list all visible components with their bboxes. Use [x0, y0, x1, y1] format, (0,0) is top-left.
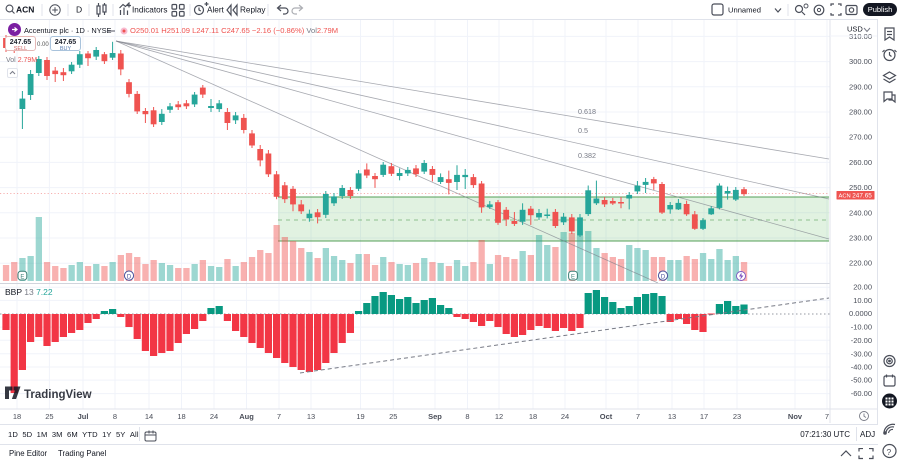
svg-text:24: 24	[210, 412, 218, 421]
svg-text:300.00: 300.00	[849, 57, 872, 66]
svg-text:Replay: Replay	[240, 6, 266, 15]
svg-text:-40.00: -40.00	[851, 363, 872, 372]
svg-text:Nov: Nov	[788, 412, 803, 421]
svg-text:Alert: Alert	[207, 6, 225, 15]
svg-text:0.382: 0.382	[578, 151, 596, 160]
svg-text:14: 14	[145, 412, 153, 421]
svg-text:TradingView: TradingView	[24, 389, 92, 401]
svg-text:25: 25	[389, 412, 397, 421]
svg-text:ACN: ACN	[839, 194, 851, 200]
svg-text:19: 19	[356, 412, 364, 421]
svg-text:8: 8	[113, 412, 117, 421]
svg-text:-10.00: -10.00	[851, 323, 872, 332]
svg-text:Jul: Jul	[78, 412, 89, 421]
svg-text:220.00: 220.00	[849, 259, 872, 268]
svg-text:18: 18	[529, 412, 537, 421]
svg-text:D: D	[127, 274, 132, 280]
svg-text:10.00: 10.00	[853, 296, 872, 305]
svg-text:D: D	[661, 274, 666, 280]
svg-text:-60.00: -60.00	[851, 389, 872, 398]
svg-text:7: 7	[636, 412, 640, 421]
svg-text:8: 8	[465, 412, 469, 421]
svg-text:?: ?	[887, 447, 892, 457]
svg-text:20.00: 20.00	[853, 283, 872, 292]
svg-text:270.00: 270.00	[849, 133, 872, 142]
svg-text:0.5: 0.5	[578, 126, 588, 135]
svg-text:12: 12	[495, 412, 503, 421]
svg-text:18: 18	[13, 412, 21, 421]
svg-text:Aug: Aug	[239, 412, 254, 421]
svg-text:18: 18	[177, 412, 185, 421]
svg-text:0.618: 0.618	[578, 107, 596, 116]
svg-text:E: E	[571, 274, 575, 280]
svg-text:Oct: Oct	[600, 412, 613, 421]
svg-text:290.00: 290.00	[849, 82, 872, 91]
svg-text:280.00: 280.00	[849, 108, 872, 117]
svg-text:-30.00: -30.00	[851, 349, 872, 358]
svg-text:13: 13	[307, 412, 315, 421]
svg-text:Unnamed: Unnamed	[728, 6, 761, 15]
svg-text:230.00: 230.00	[849, 234, 872, 243]
svg-text:260.00: 260.00	[849, 158, 872, 167]
svg-text:25: 25	[45, 412, 53, 421]
svg-text:0.0000: 0.0000	[849, 309, 872, 318]
svg-text:Indicators: Indicators	[132, 6, 168, 15]
svg-text:250.00: 250.00	[849, 183, 872, 192]
svg-text:13: 13	[668, 412, 676, 421]
svg-text:240.00: 240.00	[849, 208, 872, 217]
svg-text:D: D	[76, 5, 82, 15]
svg-text:247.65: 247.65	[852, 193, 872, 200]
svg-text:23: 23	[733, 412, 741, 421]
svg-text:USD: USD	[847, 25, 863, 34]
svg-text:7: 7	[277, 412, 281, 421]
svg-text:7: 7	[825, 412, 829, 421]
svg-text:17: 17	[700, 412, 708, 421]
svg-text:E: E	[20, 274, 24, 280]
svg-text:ACN: ACN	[16, 5, 34, 15]
svg-text:-50.00: -50.00	[851, 376, 872, 385]
svg-text:24: 24	[561, 412, 569, 421]
svg-text:Sep: Sep	[428, 412, 442, 421]
svg-text:-20.00: -20.00	[851, 336, 872, 345]
